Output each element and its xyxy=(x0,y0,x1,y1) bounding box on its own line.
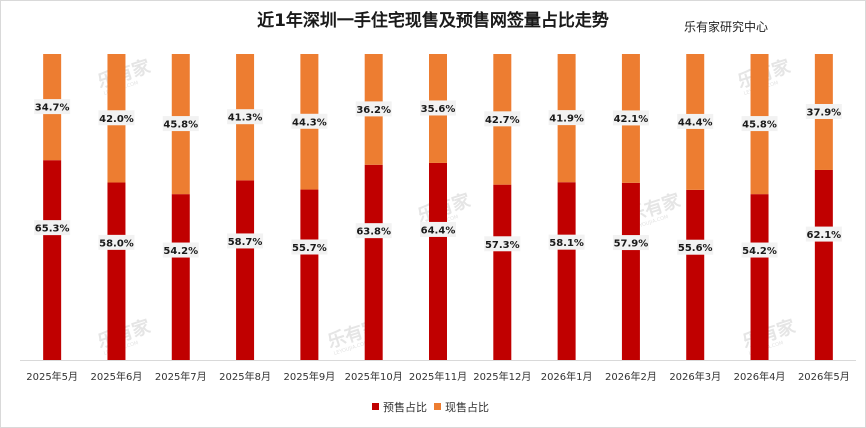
bar-presale xyxy=(429,162,447,360)
bar-presale xyxy=(493,184,512,360)
chart-title: 近1年深圳一手住宅现售及预售网签量占比走势 xyxy=(257,11,609,31)
legend-label: 现售占比 xyxy=(445,400,489,414)
x-tick-label: 2026年1月 xyxy=(541,370,593,383)
bars-layer xyxy=(43,54,833,360)
data-label-spot: 35.6% xyxy=(421,104,456,115)
bar-presale xyxy=(621,182,640,360)
data-label-bg xyxy=(34,220,71,236)
x-tick-label: 2026年5月 xyxy=(798,370,850,383)
data-label-bg xyxy=(677,113,714,129)
data-label-spot: 37.9% xyxy=(806,107,841,118)
data-label-spot: 41.3% xyxy=(228,113,263,124)
data-label-spot: 42.1% xyxy=(614,114,649,125)
data-label-spot: 34.7% xyxy=(35,103,70,114)
data-label-presale: 64.4% xyxy=(421,225,456,236)
data-label-spot: 36.2% xyxy=(356,105,391,116)
data-label-presale: 57.3% xyxy=(485,240,520,251)
data-label-bg xyxy=(291,239,328,255)
bar-presale xyxy=(171,194,190,360)
data-label-presale: 65.3% xyxy=(35,224,70,235)
data-label-presale: 58.1% xyxy=(549,238,584,249)
bar-presale xyxy=(557,182,576,360)
bar-presale xyxy=(686,189,705,360)
x-tick-label: 2025年5月 xyxy=(26,370,78,383)
data-label-presale: 58.7% xyxy=(228,237,263,248)
data-label-spot: 41.9% xyxy=(549,114,584,125)
data-label-bg xyxy=(548,234,585,250)
data-label-bg xyxy=(291,113,328,129)
data-label-spot: 45.8% xyxy=(163,120,198,131)
data-label-bg xyxy=(420,221,456,237)
data-label-bg xyxy=(741,116,778,132)
data-label-spot: 45.8% xyxy=(742,120,777,131)
legend-label: 预售占比 xyxy=(383,400,427,414)
data-label-spot: 44.4% xyxy=(678,117,713,128)
legend: 预售占比 现售占比 xyxy=(372,400,489,414)
data-label-bg xyxy=(805,226,842,242)
data-label-presale: 55.7% xyxy=(292,243,327,254)
data-labels-layer: 65.3% 34.7% 58.0% 42.0% 54.2% 45.8% 58.7% 41.3%… xyxy=(34,99,842,258)
data-label-presale: 55.6% xyxy=(678,243,713,254)
data-label-bg xyxy=(420,100,456,116)
data-label-presale: 54.2% xyxy=(742,246,777,257)
data-label-presale: 58.0% xyxy=(99,238,134,249)
data-label-bg xyxy=(98,110,135,126)
bar-presale xyxy=(750,194,769,360)
data-label-presale: 63.8% xyxy=(356,227,391,238)
data-label-bg xyxy=(162,116,199,132)
data-label-presale: 62.1% xyxy=(806,230,841,241)
bar-presale xyxy=(814,169,833,360)
data-label-bg xyxy=(741,242,778,258)
x-tick-label: 2025年11月 xyxy=(409,370,467,383)
bar-presale xyxy=(43,160,62,360)
data-label-bg xyxy=(355,101,392,117)
bar-presale xyxy=(236,180,255,360)
data-label-bg xyxy=(355,223,392,239)
data-label-bg xyxy=(612,110,649,126)
x-axis-ticks: 2025年5月 2025年6月 2025年7月 2025年8月 2025年9月 2025年… xyxy=(26,370,850,383)
data-label-spot: 42.7% xyxy=(485,115,520,126)
data-label-bg xyxy=(612,235,649,251)
data-label-presale: 54.2% xyxy=(163,246,198,257)
x-tick-label: 2025年6月 xyxy=(91,370,143,383)
data-label-spot: 44.3% xyxy=(292,117,327,128)
data-label-bg xyxy=(484,111,521,127)
source-note: 乐有家研究中心 xyxy=(684,20,769,34)
bar-presale xyxy=(364,164,383,360)
data-label-bg xyxy=(805,103,842,119)
data-label-bg xyxy=(98,234,135,250)
x-tick-label: 2025年10月 xyxy=(345,370,403,383)
x-tick-label: 2025年7月 xyxy=(155,370,207,383)
x-tick-label: 2025年12月 xyxy=(473,370,531,383)
x-tick-label: 2026年3月 xyxy=(669,370,721,383)
data-label-bg xyxy=(227,233,264,249)
data-label-spot: 42.0% xyxy=(99,114,134,125)
bar-presale xyxy=(300,189,319,360)
legend-swatch xyxy=(372,403,379,410)
data-label-bg xyxy=(484,236,521,252)
x-tick-label: 2026年4月 xyxy=(734,370,786,383)
data-label-bg xyxy=(227,109,264,125)
data-label-bg xyxy=(34,99,71,115)
data-label-bg xyxy=(677,239,714,255)
x-tick-label: 2026年2月 xyxy=(605,370,657,383)
legend-swatch xyxy=(434,403,441,410)
data-label-presale: 57.9% xyxy=(614,239,649,250)
bar-presale xyxy=(107,182,126,360)
x-tick-label: 2025年9月 xyxy=(283,370,335,383)
data-label-bg xyxy=(548,110,585,126)
data-label-bg xyxy=(162,242,199,258)
x-tick-label: 2025年8月 xyxy=(219,370,271,383)
